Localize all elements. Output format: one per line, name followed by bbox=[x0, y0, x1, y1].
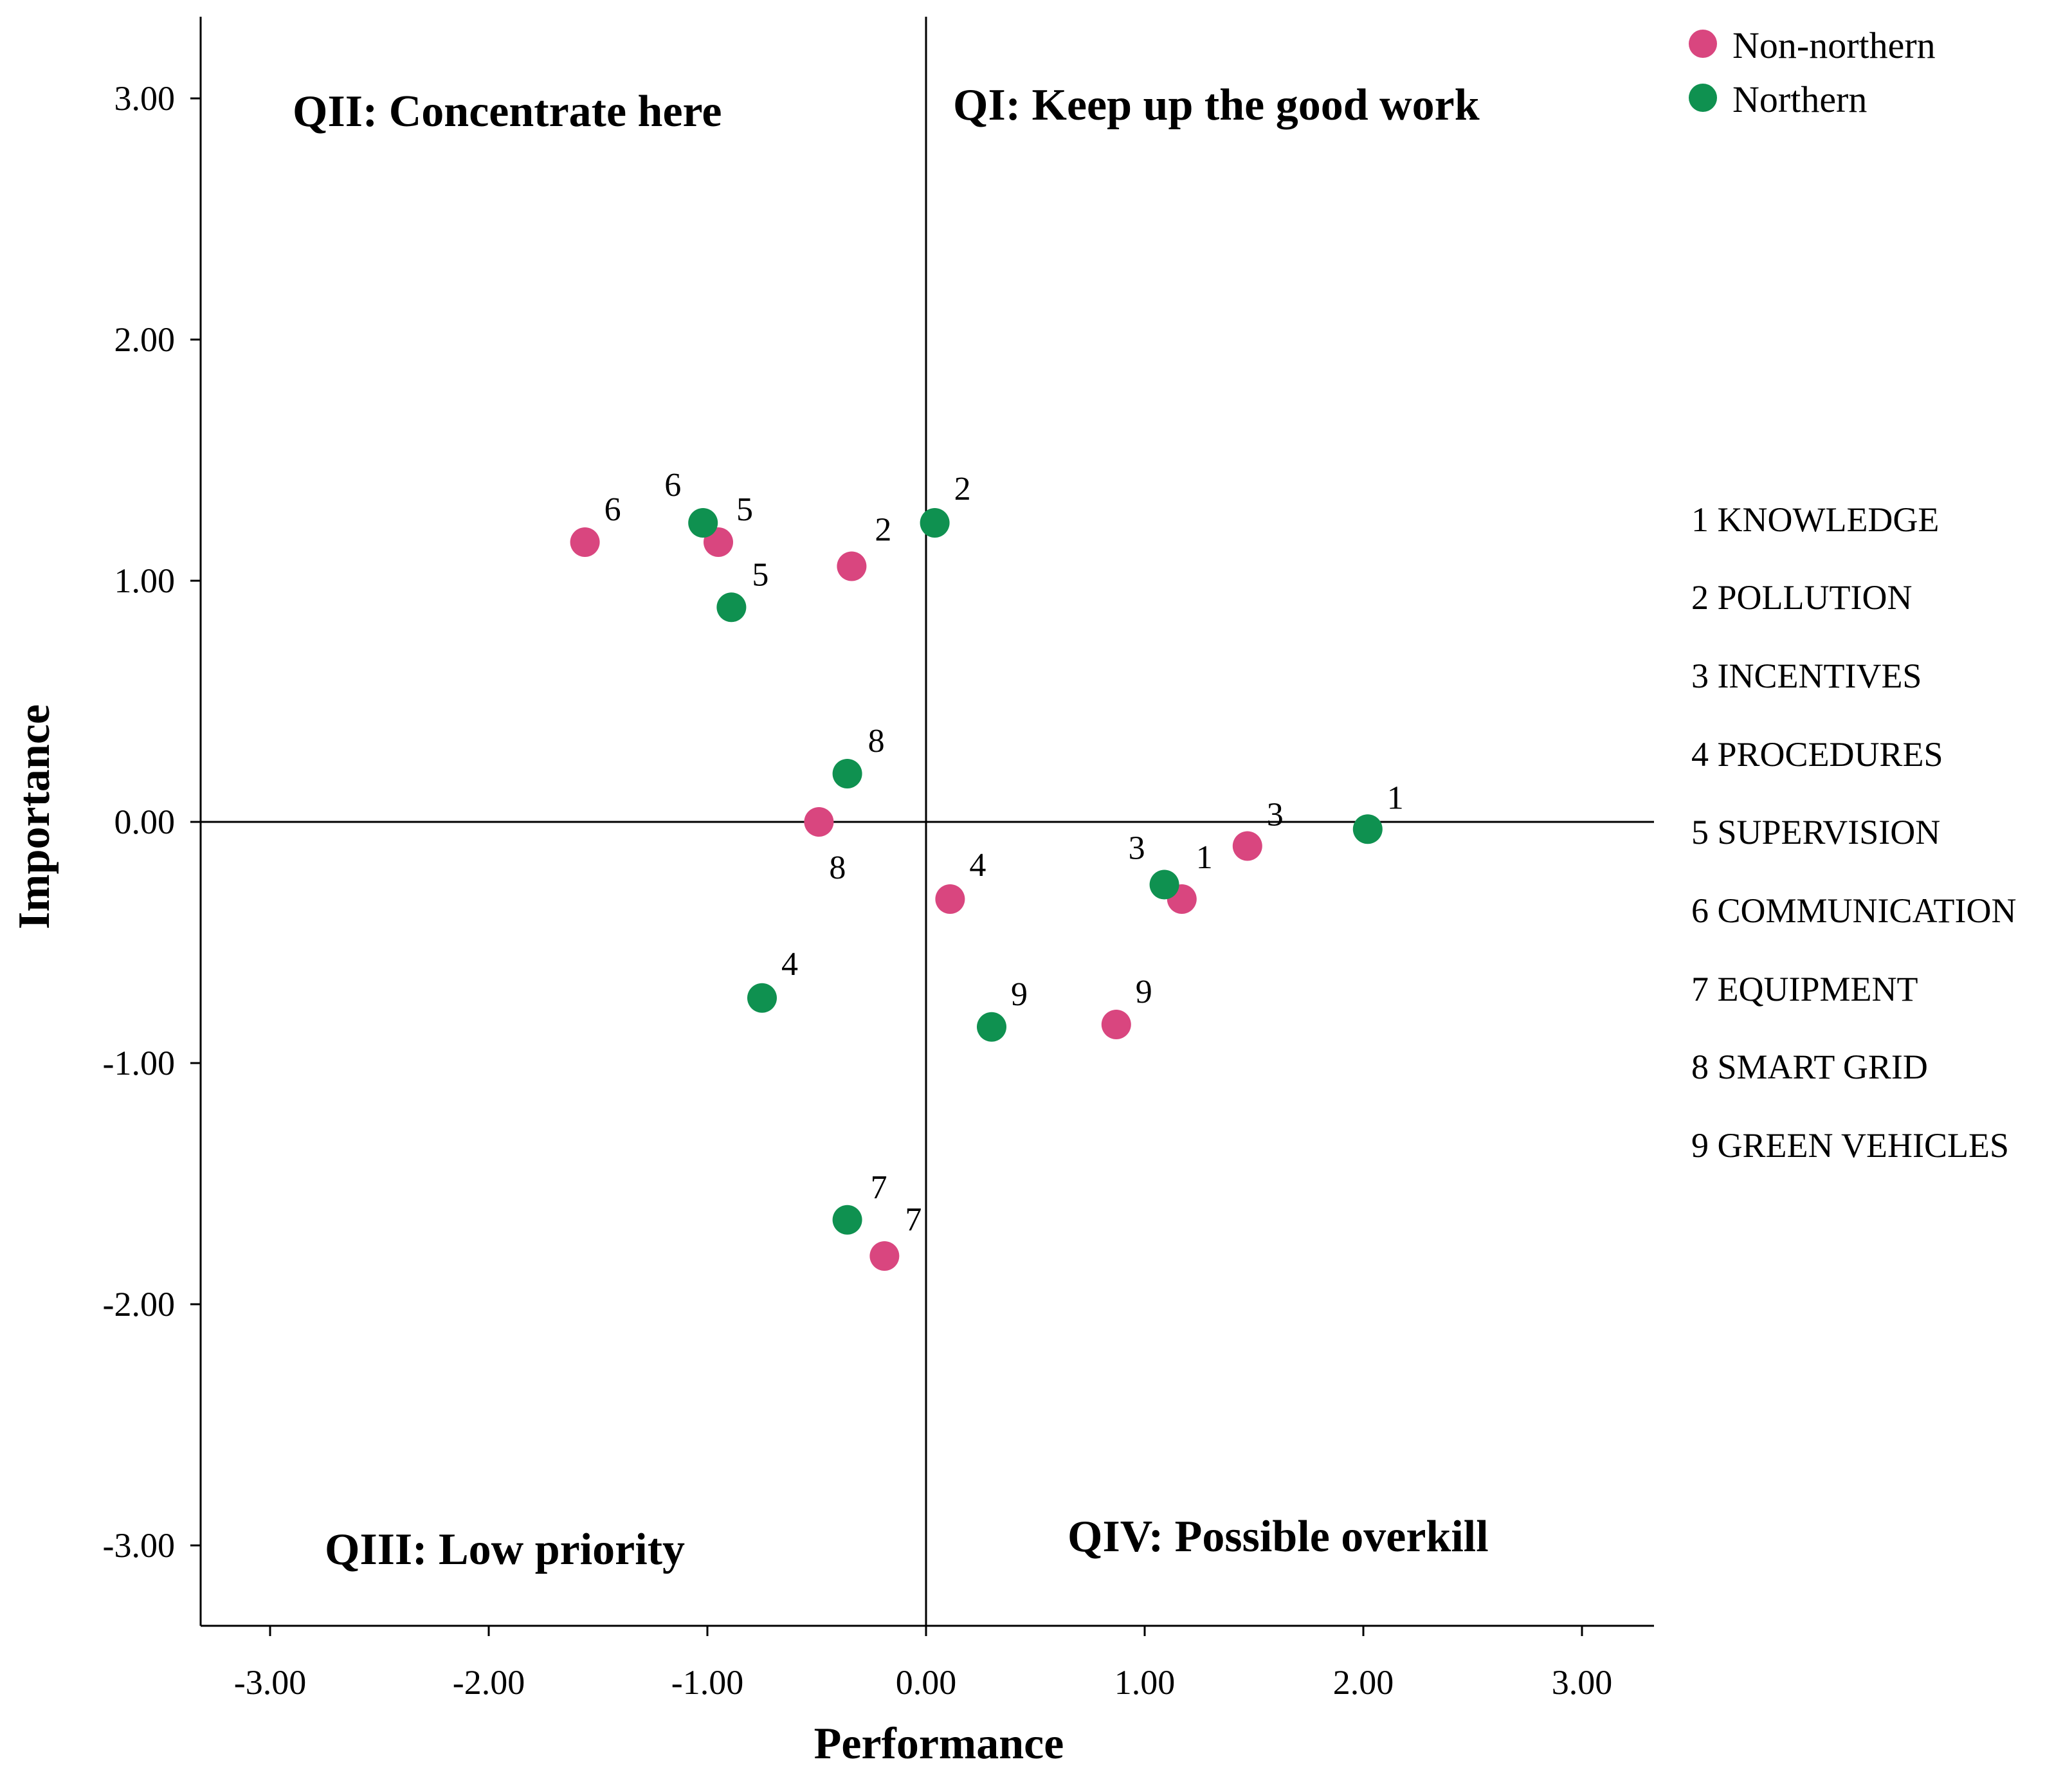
point-non-northern-8 bbox=[804, 807, 834, 837]
key-item-9: 9 GREEN VEHICLES bbox=[1691, 1126, 2009, 1165]
point-label-non-northern-7: 7 bbox=[905, 1201, 922, 1238]
point-label-northern-9: 9 bbox=[1011, 976, 1028, 1013]
quadrant-i-label: QI: Keep up the good work bbox=[953, 80, 1480, 130]
legend: Non-northern Northern bbox=[1689, 24, 1936, 120]
y-axis-title: Importance bbox=[10, 704, 59, 929]
point-northern-7 bbox=[832, 1205, 862, 1235]
point-label-northern-3: 3 bbox=[1129, 830, 1145, 867]
point-label-non-northern-8: 8 bbox=[829, 850, 846, 886]
point-non-northern-6 bbox=[570, 527, 600, 557]
legend-marker-non-northern bbox=[1689, 30, 1717, 58]
point-label-non-northern-1: 1 bbox=[1196, 839, 1213, 876]
quadrant-iv-label: QIV: Possible overkill bbox=[1068, 1512, 1489, 1561]
point-label-northern-1: 1 bbox=[1387, 779, 1404, 816]
legend-marker-northern bbox=[1689, 84, 1717, 112]
point-northern-4 bbox=[747, 983, 777, 1013]
point-label-northern-7: 7 bbox=[871, 1169, 887, 1206]
y-tick-label: 0.00 bbox=[114, 803, 176, 841]
point-label-non-northern-6: 6 bbox=[604, 491, 621, 528]
point-label-northern-6: 6 bbox=[664, 467, 681, 504]
x-tick-label: 0.00 bbox=[896, 1663, 957, 1702]
point-label-non-northern-9: 9 bbox=[1136, 974, 1152, 1010]
point-northern-3 bbox=[1149, 869, 1179, 900]
point-northern-1 bbox=[1352, 814, 1383, 844]
point-non-northern-2 bbox=[837, 551, 867, 581]
y-tick-label: 3.00 bbox=[114, 79, 176, 118]
y-tick-label: -2.00 bbox=[103, 1285, 175, 1324]
item-key: 1 KNOWLEDGE 2 POLLUTION 3 INCENTIVES 4 P… bbox=[1691, 500, 2017, 1165]
key-item-7: 7 EQUIPMENT bbox=[1691, 970, 1918, 1008]
point-label-non-northern-3: 3 bbox=[1267, 797, 1284, 833]
key-item-8: 8 SMART GRID bbox=[1691, 1048, 1928, 1086]
x-tick-label: -3.00 bbox=[234, 1663, 306, 1702]
y-tick-group: -3.00 -2.00 -1.00 0.00 1.00 2.00 3.00 bbox=[103, 79, 201, 1565]
key-item-3: 3 INCENTIVES bbox=[1691, 657, 1922, 695]
x-tick-label: 2.00 bbox=[1333, 1663, 1394, 1702]
point-label-non-northern-4: 4 bbox=[969, 847, 986, 884]
point-northern-5 bbox=[716, 592, 747, 623]
point-label-northern-4: 4 bbox=[781, 946, 798, 983]
point-label-non-northern-5: 5 bbox=[736, 491, 753, 528]
key-item-6: 6 COMMUNICATION bbox=[1691, 891, 2017, 930]
y-tick-label: -3.00 bbox=[103, 1526, 175, 1565]
x-tick-label: -2.00 bbox=[453, 1663, 525, 1702]
key-item-5: 5 SUPERVISION bbox=[1691, 813, 1940, 851]
key-item-2: 2 POLLUTION bbox=[1691, 578, 1912, 617]
y-tick-label: 2.00 bbox=[114, 320, 176, 359]
point-label-northern-5: 5 bbox=[752, 556, 768, 593]
point-northern-6 bbox=[688, 508, 718, 538]
legend-label-northern: Northern bbox=[1732, 78, 1867, 120]
point-northern-8 bbox=[832, 759, 862, 788]
y-tick-label: 1.00 bbox=[114, 561, 176, 600]
point-northern-2 bbox=[920, 508, 950, 538]
key-item-1: 1 KNOWLEDGE bbox=[1691, 500, 1939, 539]
point-label-northern-8: 8 bbox=[868, 723, 885, 760]
data-points-group: 1 2 3 4 5 6 7 8 9 1 2 3 4 5 6 7 8 9 bbox=[570, 467, 1404, 1271]
point-non-northern-3 bbox=[1232, 831, 1262, 861]
point-non-northern-4 bbox=[935, 884, 965, 914]
point-non-northern-7 bbox=[869, 1241, 900, 1271]
point-label-northern-2: 2 bbox=[954, 471, 971, 507]
x-tick-group: -3.00 -2.00 -1.00 0.00 1.00 2.00 3.00 bbox=[234, 1626, 1612, 1702]
x-tick-label: 3.00 bbox=[1552, 1663, 1613, 1702]
legend-label-non-northern: Non-northern bbox=[1732, 24, 1936, 66]
x-axis-title: Performance bbox=[814, 1719, 1064, 1769]
y-tick-label: -1.00 bbox=[103, 1044, 175, 1082]
point-non-northern-9 bbox=[1101, 1010, 1131, 1039]
quadrant-iii-label: QIII: Low priority bbox=[325, 1525, 685, 1574]
x-tick-label: -1.00 bbox=[671, 1663, 743, 1702]
point-northern-9 bbox=[977, 1012, 1006, 1042]
key-item-4: 4 PROCEDURES bbox=[1691, 735, 1943, 774]
x-tick-label: 1.00 bbox=[1114, 1663, 1176, 1702]
quadrant-ii-label: QII: Concentrate here bbox=[293, 87, 722, 136]
point-label-non-northern-2: 2 bbox=[875, 512, 891, 549]
